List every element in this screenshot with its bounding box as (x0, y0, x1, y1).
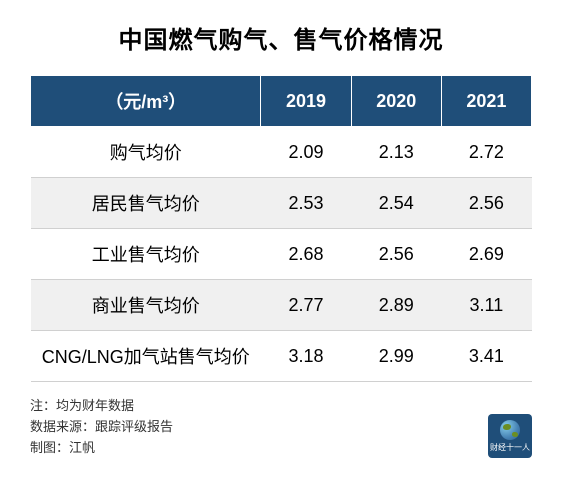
row-label: 工业售气均价 (31, 229, 261, 280)
row-value: 3.18 (261, 331, 351, 382)
table-row: 工业售气均价 2.68 2.56 2.69 (31, 229, 532, 280)
row-label: 商业售气均价 (31, 280, 261, 331)
note-line-2: 数据来源：跟踪评级报告 (30, 417, 173, 438)
row-label: CNG/LNG加气站售气均价 (31, 331, 261, 382)
row-value: 2.54 (351, 178, 441, 229)
table-row: 商业售气均价 2.77 2.89 3.11 (31, 280, 532, 331)
row-value: 2.68 (261, 229, 351, 280)
header-year-2: 2021 (441, 76, 531, 127)
logo-text: 财经十一人 (490, 442, 530, 453)
row-value: 2.13 (351, 127, 441, 178)
row-value: 2.69 (441, 229, 531, 280)
note-line-3: 制图：江帆 (30, 438, 173, 459)
price-table: （元/m³） 2019 2020 2021 购气均价 2.09 2.13 2.7… (30, 75, 532, 382)
table-row: 居民售气均价 2.53 2.54 2.56 (31, 178, 532, 229)
table-row: CNG/LNG加气站售气均价 3.18 2.99 3.41 (31, 331, 532, 382)
globe-icon (500, 420, 520, 440)
row-value: 3.11 (441, 280, 531, 331)
brand-logo: 财经十一人 (488, 414, 532, 458)
row-label: 居民售气均价 (31, 178, 261, 229)
row-value: 3.41 (441, 331, 531, 382)
footer: 注：均为财年数据 数据来源：跟踪评级报告 制图：江帆 财经十一人 (30, 396, 532, 458)
note-line-1: 注：均为财年数据 (30, 396, 173, 417)
row-value: 2.56 (351, 229, 441, 280)
row-value: 2.89 (351, 280, 441, 331)
row-value: 2.56 (441, 178, 531, 229)
row-label: 购气均价 (31, 127, 261, 178)
table-row: 购气均价 2.09 2.13 2.72 (31, 127, 532, 178)
header-year-1: 2020 (351, 76, 441, 127)
row-value: 2.77 (261, 280, 351, 331)
page-title: 中国燃气购气、售气价格情况 (30, 20, 532, 55)
row-value: 2.53 (261, 178, 351, 229)
header-unit-label: （元/m³） (31, 76, 261, 127)
header-year-0: 2019 (261, 76, 351, 127)
row-value: 2.99 (351, 331, 441, 382)
table-header-row: （元/m³） 2019 2020 2021 (31, 76, 532, 127)
row-value: 2.72 (441, 127, 531, 178)
row-value: 2.09 (261, 127, 351, 178)
footer-notes: 注：均为财年数据 数据来源：跟踪评级报告 制图：江帆 (30, 396, 173, 458)
